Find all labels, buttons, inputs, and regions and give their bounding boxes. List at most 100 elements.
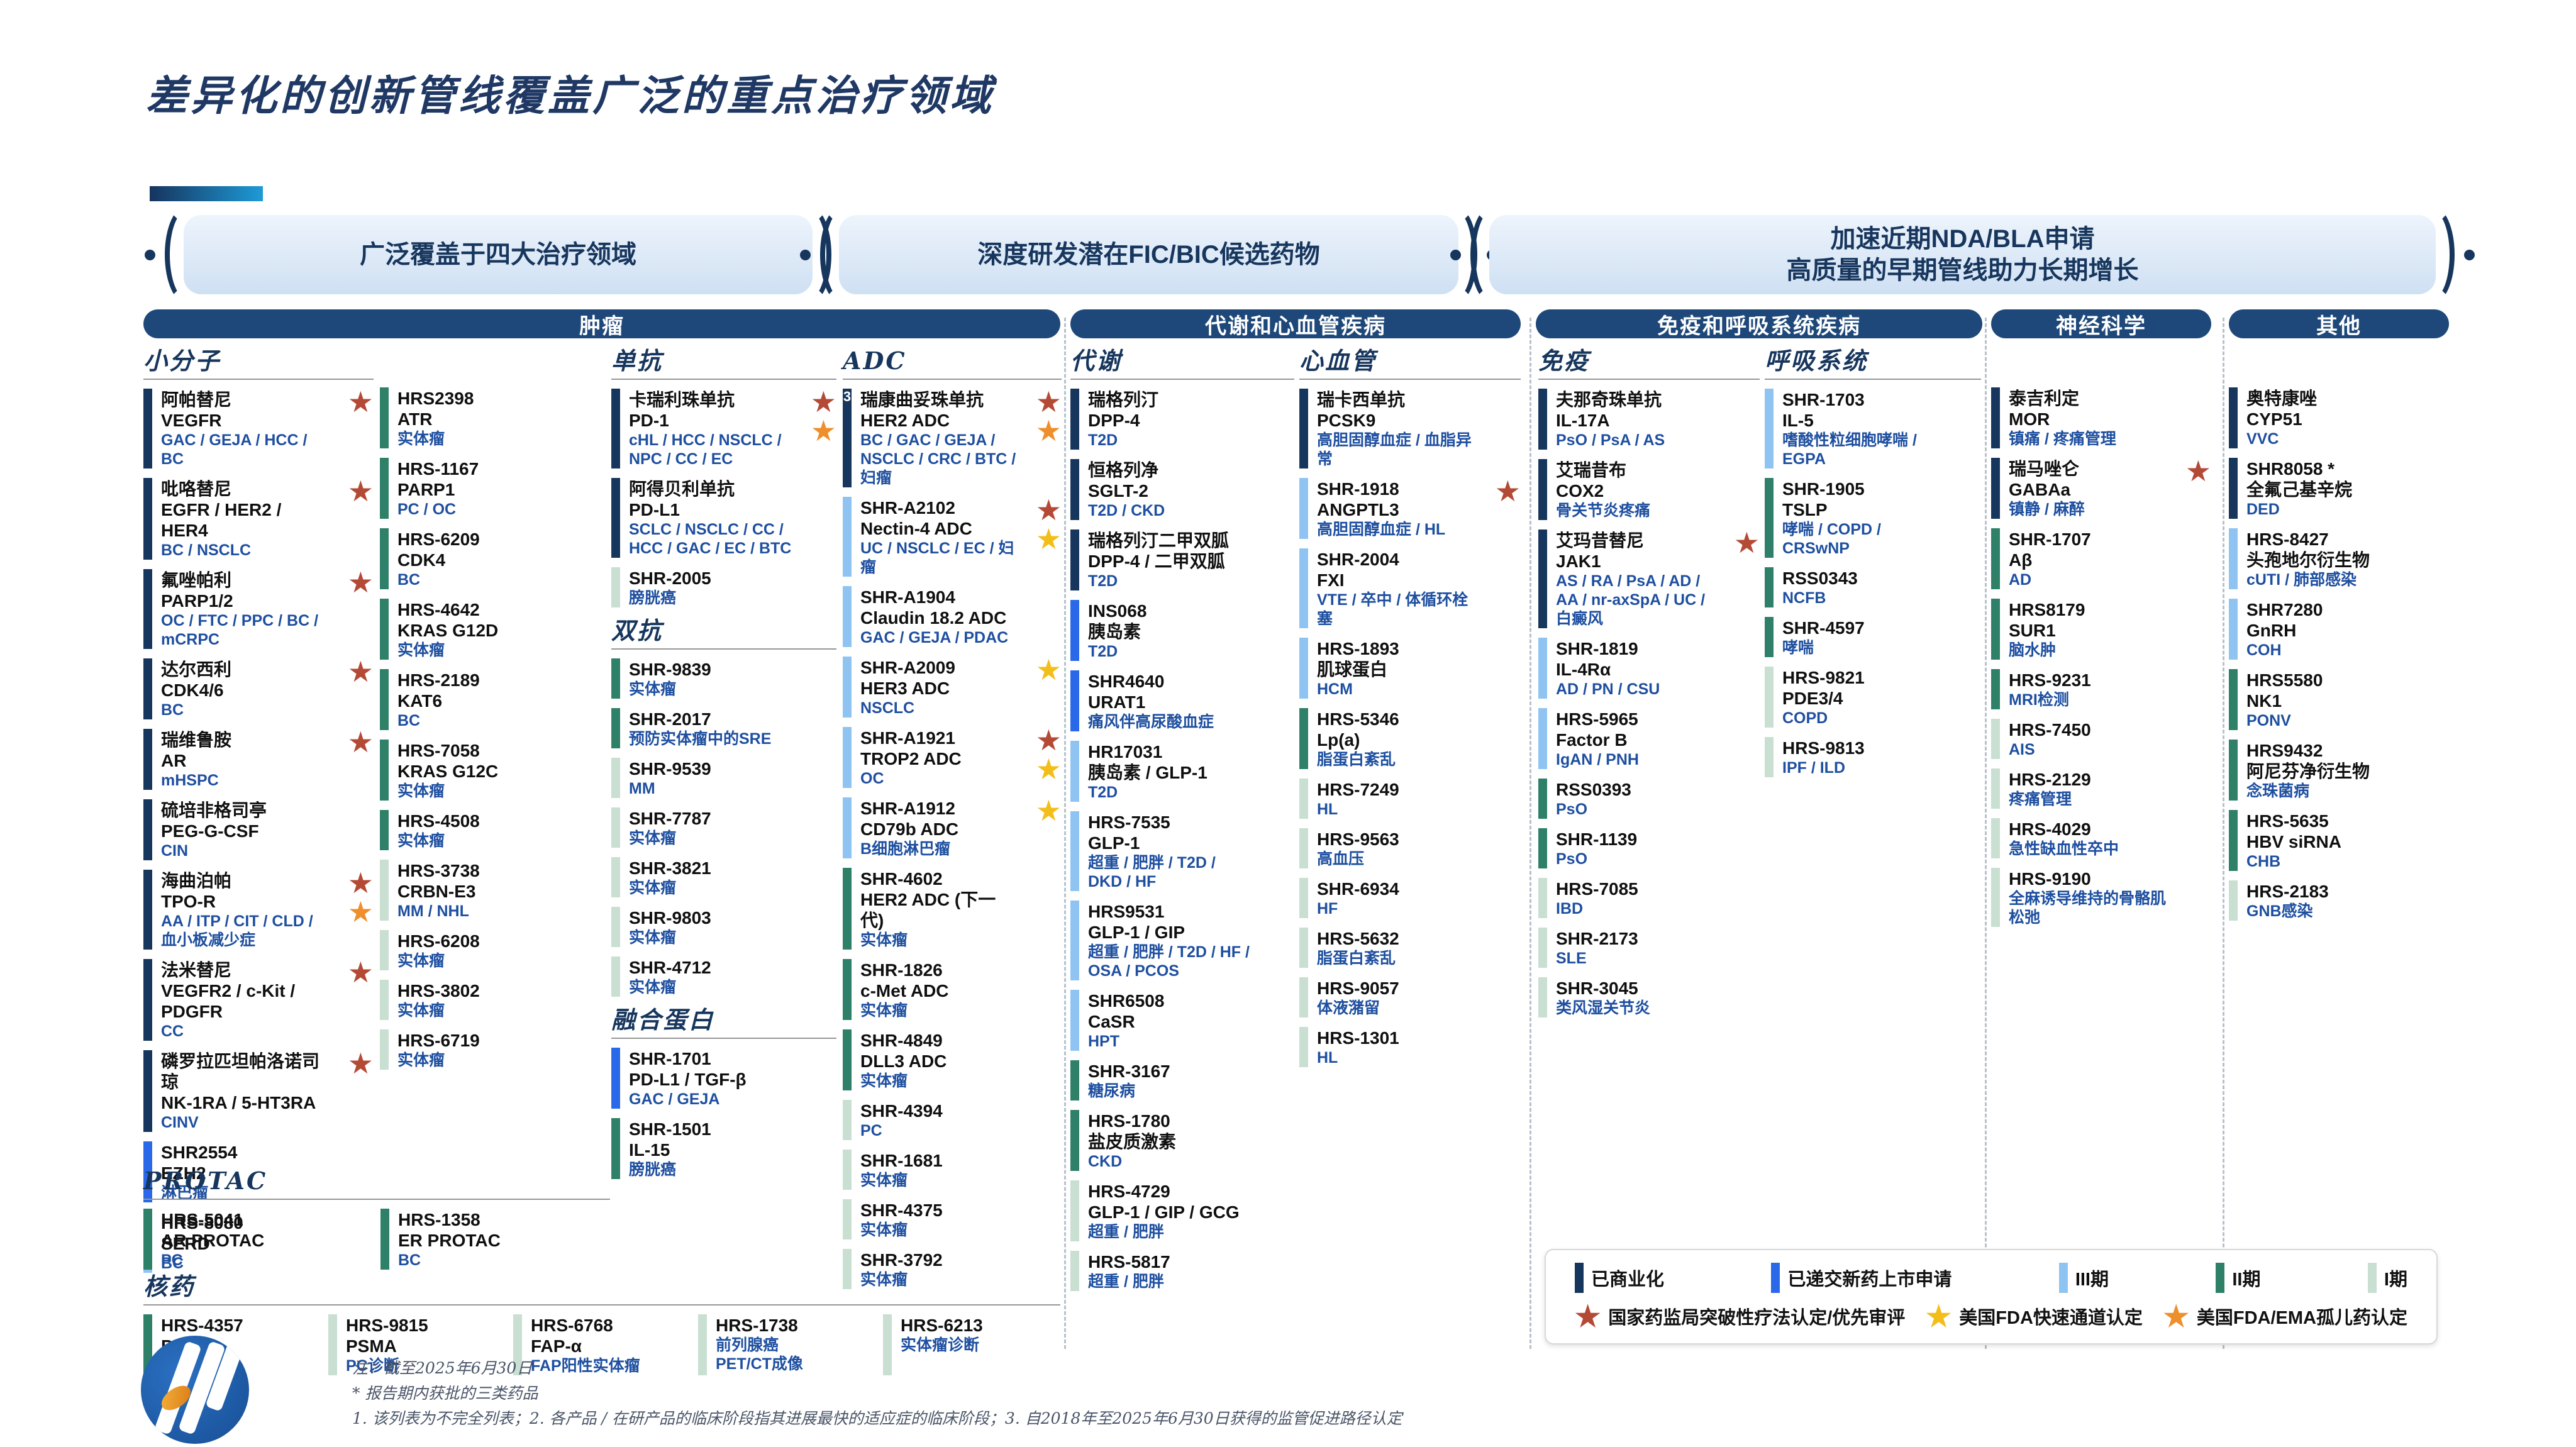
star-yellow-icon: ★ (1035, 794, 1062, 827)
drug-name: HRS-6209 (397, 529, 480, 549)
drug-indications: NCFB (1782, 589, 1826, 607)
star-red-icon: ★ (1733, 526, 1760, 559)
drug-card-text: HRS-7058 KRAS G12C 实体瘤 (397, 740, 542, 801)
drug-card-text: 达尔西利 CDK4/6 BC (161, 658, 275, 719)
drug-indications: 预防实体瘤中的SRE (629, 730, 772, 748)
drug-name: SHR-9839 (629, 660, 711, 679)
drug-name: HRS-5346 (1317, 709, 1399, 729)
phase-bar (1991, 599, 2000, 660)
drug-card: SHR-4375 实体瘤 (843, 1199, 1062, 1239)
banner-label: 深度研发潜在FIC/BIC候选药物 (977, 239, 1319, 270)
drug-card: HRS-2189 KAT6 BC (380, 669, 606, 730)
drug-card-text: HRS-9821 PDE3/4 COPD (1782, 667, 1909, 728)
drug-card: HRS-3738 CRBN-E3 MM / NHL (380, 860, 606, 921)
drug-card-text: SHR-4712 实体瘤 (629, 956, 755, 997)
legend-phase-label: 已递交新药上市申请 (1787, 1270, 1952, 1290)
legend-phase-label: I期 (2384, 1270, 2407, 1290)
drug-card-text: SHR-9803 实体瘤 (629, 907, 755, 947)
phase-bar (1765, 567, 1774, 607)
drug-name: SHR-4375 (860, 1200, 943, 1220)
drug-card: RSS0393 PsO (1538, 779, 1760, 819)
subsection-header: 单抗 (611, 347, 836, 380)
drug-card: HRS-4508 实体瘤 (380, 810, 606, 850)
drug-indications: GAC / GEJA / PDAC (860, 629, 1009, 646)
phase-bar (380, 860, 389, 921)
drug-card: HRS-5817 超重 / 肥胖 (1070, 1251, 1294, 1291)
drug-indications: 镇痛 / 疼痛管理 (2009, 430, 2116, 448)
drug-indications: 哮喘 (1782, 639, 1814, 657)
phase-bar (1991, 768, 2000, 809)
phase-bar (611, 1048, 620, 1109)
drug-card-text: HRS-3802 实体瘤 (397, 980, 524, 1020)
star-orange-icon: ★ (2163, 1300, 2189, 1333)
drug-name: HRS-6213 (901, 1316, 983, 1335)
drug-card-text: SHR-1139 PsO (1556, 828, 1681, 868)
phase-bar (1299, 977, 1308, 1017)
drug-target: FAP-α (531, 1336, 582, 1356)
drug-card-text: SHR-9539 MM (629, 758, 755, 798)
drug-card: SHR-1703 IL-5 嗜酸性粒细胞哮喘 / EGPA (1765, 389, 1981, 468)
drug-name: HRS9531 (1088, 902, 1165, 921)
drug-indications: IBD (1556, 900, 1584, 918)
drug-target: MOR (2009, 409, 2050, 429)
drug-card: 艾瑞昔布 COX2 骨关节炎疼痛 (1538, 459, 1760, 520)
drug-name: SHR-4597 (1782, 618, 1865, 638)
phase-bar (883, 1314, 892, 1375)
drug-target: ER PROTAC (398, 1231, 501, 1250)
phase-bar (1070, 670, 1079, 731)
drug-target: NK1 (2246, 691, 2282, 711)
drug-card-text: HRS-5635 HBV siRNA CHB (2246, 810, 2385, 871)
drug-card: HRS-7249 HL (1299, 779, 1521, 819)
drug-card: HRS-7535 GLP-1 超重 / 肥胖 / T2D / DKD / HF (1070, 811, 1294, 891)
drug-card: INS068 胰岛素 T2D (1070, 600, 1294, 661)
drug-card: SHR8058 * 全氟己基辛烷 DED (2229, 458, 2449, 519)
drug-name: HRS-7249 (1317, 780, 1399, 799)
drug-target: HER3 ADC (860, 679, 950, 698)
drug-name: 瑞马唑仑 (2009, 459, 2080, 479)
drug-card: SHR-A1904 Claudin 18.2 ADC GAC / GEJA / PD… (843, 586, 1062, 647)
section-divider (1064, 318, 1066, 1349)
drug-card-text: HRS-1738 前列腺癌 PET/CT成像 (716, 1314, 847, 1375)
drug-card-text: 瑞康曲妥珠单抗 HER2 ADC BC / GAC / GEJA / NSCLC /… (860, 389, 1062, 487)
designation-stars: ★ (348, 568, 374, 597)
drug-indications: T2D (1088, 572, 1118, 590)
drug-indications: VVC (2246, 430, 2279, 448)
drug-name: HRS-1167 (397, 459, 479, 479)
drug-indications: 实体瘤 (860, 1221, 908, 1239)
phase-bar (143, 658, 152, 719)
banner-pill: 广泛覆盖于四大治疗领域 (145, 206, 852, 303)
drug-card: SHR-3792 实体瘤 (843, 1249, 1062, 1289)
drug-indications: AD (2009, 571, 2032, 589)
drug-name: RSS0393 (1556, 780, 1631, 799)
drug-target: PD-1 (629, 411, 669, 430)
phase-bar (843, 868, 852, 950)
drug-card: HRS-1301 HL (1299, 1027, 1521, 1067)
drug-name: SHR-A2009 (860, 658, 955, 677)
drug-target: URAT1 (1088, 692, 1146, 712)
drug-indications: HCM (1317, 680, 1353, 698)
drug-name: HRS-4642 (397, 600, 480, 619)
drug-card-text: HRS-9813 IPF / ILD (1782, 737, 1909, 777)
drug-target: TSLP (1782, 500, 1828, 519)
drug-target: ANGPTL3 (1317, 500, 1399, 519)
phase-bar (843, 1029, 852, 1090)
pipeline-column: 呼吸系统 SHR-1703 IL-5 嗜酸性粒细胞哮喘 / EGPA SHR-1905 T… (1765, 347, 1981, 787)
phase-bar (513, 1314, 522, 1375)
drug-card-text: SHR-1707 Aβ AD (2009, 528, 2135, 589)
drug-card-text: HRS-7085 IBD (1556, 878, 1682, 918)
page-title: 差异化的创新管线覆盖广泛的重点治疗领域 (146, 71, 994, 120)
legend-star-row: ★ 国家药监局突破性疗法认定/优先审评 ★ 美国FDA快速通道认定 ★ 美国FDA/EMA… (1575, 1302, 2407, 1331)
drug-card-text: HRS5580 NK1 PONV (2246, 669, 2367, 730)
drug-card: 海曲泊帕 TPO-R AA / ITP / CIT / CLD / 血小板减少症 ★ ★ (143, 868, 374, 950)
drug-indications: AD / PN / CSU (1556, 680, 1660, 698)
phase-bar (1070, 459, 1079, 520)
drug-card-text: SHR-7787 实体瘤 (629, 807, 755, 848)
drug-card-text: 瑞维鲁胺 AR mHSPC (161, 729, 275, 790)
drug-name: SHR2554 (161, 1143, 238, 1162)
drug-indications: 实体瘤 (629, 879, 677, 897)
drug-card: 卡瑞利珠单抗 PD-1 cHL / HCC / NSCLC / NPC / CC /… (611, 387, 836, 468)
drug-indications: BC / NSCLC (161, 541, 252, 559)
drug-target: FXI (1317, 570, 1345, 590)
drug-card-text: 氟唑帕利 PARP1/2 OC / FTC / PPC / BC / mCRPC (161, 569, 374, 649)
drug-target: SERD (161, 1234, 210, 1253)
